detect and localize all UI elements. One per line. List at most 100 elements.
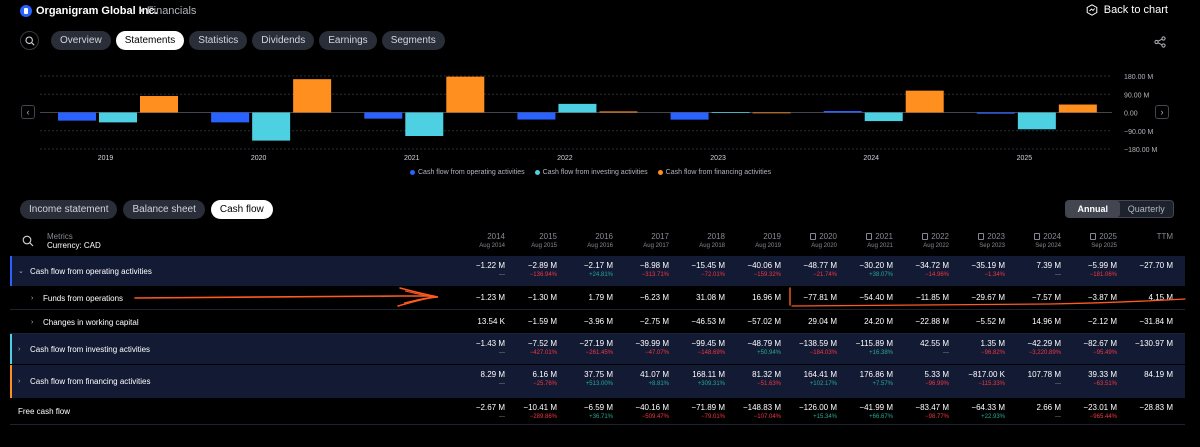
table-cell: −27.70 M [1113, 261, 1173, 270]
tab-earnings[interactable]: Earnings [319, 31, 377, 50]
table-row-cash-flow-from-financing-activities[interactable]: › Cash flow from financing activities 8.29… [10, 365, 1185, 398]
cell-value: 7.39 M [1036, 261, 1061, 270]
column-year-label: 2014 [487, 232, 505, 241]
bar-cash-flow-from-investing-activities-2022 [558, 103, 597, 113]
back-to-chart-label: Back to chart [1103, 4, 1168, 16]
table-cell: 168.11 M +309.31% [665, 370, 725, 387]
chevron-right-icon[interactable]: › [31, 318, 34, 326]
document-icon[interactable] [1034, 233, 1041, 240]
cell-change: — [1055, 381, 1061, 387]
row-label-text: Funds from operations [43, 293, 124, 303]
column-year-label: 2024 [1043, 232, 1061, 241]
table-cell: −1.43 M — [445, 339, 505, 356]
cell-change: −509.47% [641, 414, 669, 420]
tab-statistics[interactable]: Statistics [189, 31, 248, 50]
period-quarterly[interactable]: Quarterly [1127, 204, 1165, 214]
cell-value: −10.41 M [523, 403, 557, 412]
cell-value: −34.72 M [915, 261, 949, 270]
table-row-cash-flow-from-operating-activities[interactable]: ⌄ Cash flow from operating activities −1.2… [10, 256, 1185, 286]
cell-value: −2.67 M [475, 403, 505, 412]
table-row-free-cash-flow[interactable]: Free cash flow −2.67 M — −10.41 M −289.86% −6… [10, 398, 1185, 424]
cell-value: −29.67 M [971, 293, 1005, 302]
cell-change: −159.32% [753, 272, 781, 278]
table-cell: −40.06 M −159.32% [721, 261, 781, 278]
bar-cash-flow-from-operating-activities-2021 [364, 112, 403, 119]
column-year: 2016 [553, 232, 613, 241]
statement-tab-cash-flow[interactable]: Cash flow [210, 200, 273, 219]
table-cell: −130.97 M [1113, 339, 1173, 348]
chart-next-button[interactable]: › [1155, 105, 1169, 119]
document-icon[interactable] [922, 233, 929, 240]
table-cell: −2.12 M [1057, 317, 1117, 326]
table-cell: −6.23 M [609, 293, 669, 302]
table-cell: −15.45 M −72.01% [665, 261, 725, 278]
table-row-changes-in-working-capital[interactable]: › Changes in working capital 13.54 K −1.59 … [10, 311, 1185, 333]
back-to-chart-button[interactable]: Back to chart [1086, 4, 1168, 16]
table-cell: −41.99 M +66.67% [833, 403, 893, 420]
document-icon[interactable] [866, 233, 873, 240]
table-cell: −1.22 M — [445, 261, 505, 278]
bar-cash-flow-from-investing-activities-2024 [864, 112, 903, 122]
share-icon[interactable] [1154, 36, 1166, 48]
table-cell: −1.30 M [497, 293, 557, 302]
cell-change: −289.86% [529, 414, 557, 420]
table-cell: −83.47 M −98.77% [889, 403, 949, 420]
bar-cash-flow-from-operating-activities-2023 [670, 112, 709, 120]
cell-value: 13.54 K [477, 317, 505, 326]
legend-dot [410, 170, 415, 175]
table-cell: −2.17 M +24.81% [553, 261, 613, 278]
cell-value: 31.08 M [696, 293, 725, 302]
table-cell: 107.78 M — [1001, 370, 1061, 387]
statement-tabs: Income statement Balance sheet Cash flow [20, 200, 273, 219]
cell-value: 176.86 M [859, 370, 893, 379]
search-button[interactable] [20, 31, 39, 50]
tab-statements[interactable]: Statements [115, 31, 185, 50]
cell-value: −42.29 M [1027, 339, 1061, 348]
statement-tab-balance-sheet[interactable]: Balance sheet [123, 200, 205, 219]
cell-change: — [499, 272, 505, 278]
chevron-right-icon[interactable]: › [18, 378, 21, 385]
chevron-down-icon[interactable]: ⌄ [18, 268, 24, 275]
cash-flow-chart: 180.00 M 90.00 M 0.00 −90.00 M −180.00 M 2019… [0, 66, 1200, 184]
cell-value: −5.52 M [975, 317, 1005, 326]
legend-label: Cash flow from operating activities [418, 169, 525, 176]
tab-overview[interactable]: Overview [51, 31, 111, 50]
column-header-2015: 2015 Aug 2015 [497, 232, 557, 249]
column-year: 2020 [777, 232, 837, 241]
cell-value: −126.00 M [798, 403, 837, 412]
legend-item-cash-flow-from-investing-activities[interactable]: Cash flow from investing activities [534, 169, 648, 176]
cell-value: 81.32 M [752, 370, 781, 379]
tab-segments[interactable]: Segments [381, 31, 445, 50]
cell-change: +16.38% [869, 350, 893, 356]
cell-value: 37.75 M [584, 370, 613, 379]
table-cell: −54.40 M [833, 293, 893, 302]
document-icon[interactable] [1090, 233, 1097, 240]
bar-cash-flow-from-financing-activities-2022 [599, 111, 638, 113]
legend-item-cash-flow-from-operating-activities[interactable]: Cash flow from operating activities [410, 169, 525, 176]
table-cell: 2.66 M — [1001, 403, 1061, 420]
legend-item-cash-flow-from-financing-activities[interactable]: Cash flow from financing activities [657, 169, 771, 176]
chevron-right-icon[interactable]: › [18, 345, 21, 353]
table-cell: −71.89 M −79.01% [665, 403, 725, 420]
table-row-funds-from-operations[interactable]: › Funds from operations −1.23 M −1.30 M 1.79… [10, 287, 1185, 309]
chevron-right-icon[interactable]: › [31, 294, 34, 302]
metrics-search-icon[interactable] [22, 235, 34, 247]
period-annual[interactable]: Annual [1066, 201, 1120, 217]
company-name[interactable]: Organigram Global Inc. [36, 5, 158, 17]
column-header-2014: 2014 Aug 2014 [445, 232, 505, 249]
cell-value: −27.70 M [1139, 261, 1173, 270]
table-cell: −1.23 M [445, 293, 505, 302]
document-icon[interactable] [978, 233, 985, 240]
document-icon[interactable] [810, 233, 817, 240]
table-cell: 6.16 M −25.76% [497, 370, 557, 387]
statement-tab-income-statement[interactable]: Income statement [20, 200, 118, 219]
bar-cash-flow-from-financing-activities-2023 [752, 112, 791, 114]
cell-value: −54.40 M [859, 293, 893, 302]
tab-dividends[interactable]: Dividends [252, 31, 315, 50]
table-row-cash-flow-from-investing-activities[interactable]: › Cash flow from investing activities −1.4… [10, 334, 1185, 364]
table-cell: 176.86 M +7.57% [833, 370, 893, 387]
cell-value: −30.20 M [859, 261, 893, 270]
column-year: 2022 [889, 232, 949, 241]
cell-change: −148.69% [697, 350, 725, 356]
chart-prev-button[interactable]: ‹ [21, 105, 35, 119]
